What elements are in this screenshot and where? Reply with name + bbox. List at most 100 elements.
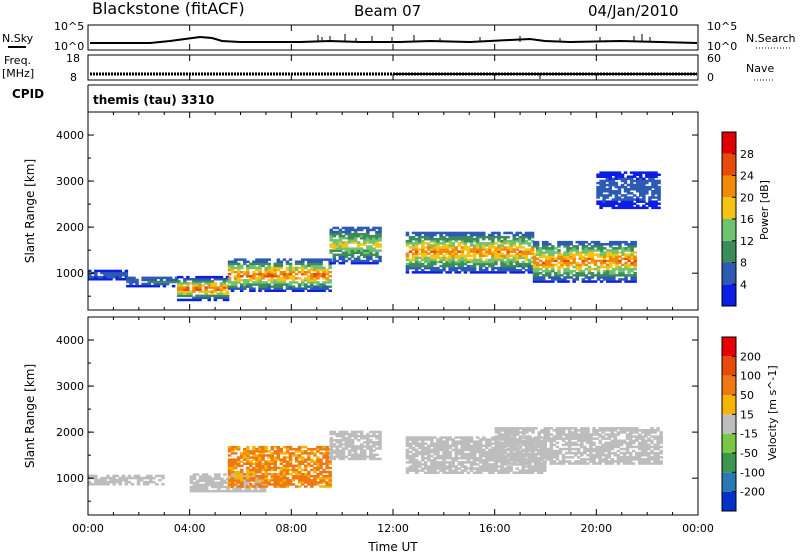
echo-cell — [378, 249, 382, 252]
echo-cell — [482, 459, 486, 462]
echo-cell — [433, 461, 437, 464]
echo-cell — [240, 287, 244, 290]
echo-cell — [485, 467, 489, 470]
echo-cell — [427, 446, 431, 450]
echo-cell — [158, 478, 162, 482]
cpid-value: themis (tau) 3310 — [93, 93, 214, 107]
echo-cell — [344, 455, 349, 459]
echo-cell — [494, 256, 498, 260]
echo-cell — [414, 252, 419, 255]
echo-cell — [478, 450, 483, 454]
echo-cell — [527, 231, 532, 235]
echo-cell — [329, 237, 333, 240]
echo-cell — [569, 253, 573, 256]
echo-cell — [301, 468, 305, 472]
echo-cell — [427, 233, 431, 237]
echo-cell — [240, 264, 244, 268]
echo-cell — [246, 260, 250, 263]
echo-cell — [548, 255, 552, 258]
echo-cell — [524, 240, 529, 243]
echo-cell — [332, 443, 336, 446]
date-label: 04/Jan/2010 — [588, 2, 679, 20]
echo-cell — [322, 287, 326, 290]
echo-cell — [273, 472, 277, 476]
echo-cell — [421, 452, 425, 456]
echo-cell — [635, 439, 639, 442]
echo-cell — [596, 200, 600, 203]
echo-cell — [282, 468, 287, 472]
echo-cell — [159, 276, 164, 280]
echo-cell — [551, 269, 555, 273]
echo-cell — [586, 429, 590, 432]
echo-cell — [642, 196, 646, 199]
echo-cell — [617, 204, 622, 208]
echo-cell — [316, 281, 320, 284]
echo-cell — [500, 433, 505, 436]
echo-cell — [494, 431, 499, 434]
echo-cell — [532, 263, 537, 267]
echo-cell — [653, 437, 657, 440]
echo-cell — [439, 258, 443, 262]
echo-cell — [482, 264, 486, 268]
echo-cell — [424, 450, 428, 454]
echo-cell — [463, 260, 468, 264]
echo-cell — [575, 274, 579, 277]
echo-cell — [408, 250, 413, 253]
echo-cell — [347, 441, 352, 444]
echo-cell — [478, 446, 483, 450]
echo-cell — [567, 445, 572, 449]
echo-cell — [103, 271, 107, 275]
echo-cell — [366, 455, 370, 459]
echo-cell — [276, 260, 281, 263]
echo-cell — [535, 278, 540, 281]
echo-cell — [177, 290, 181, 293]
echo-cell — [264, 470, 268, 474]
echo-cell — [436, 461, 440, 464]
echo-cell — [521, 469, 526, 472]
echo-cell — [604, 456, 608, 459]
echo-cell — [488, 271, 492, 274]
echo-cell — [613, 429, 618, 432]
echo-cell — [360, 449, 364, 452]
nsky-label: N.Sky — [2, 32, 34, 45]
echo-cell — [515, 463, 519, 466]
echo-cell — [482, 269, 486, 272]
echo-cell — [414, 469, 419, 472]
echo-cell — [595, 456, 599, 459]
echo-cell — [509, 231, 513, 235]
echo-cell — [112, 483, 116, 486]
echo-cell — [276, 285, 281, 288]
echo-cell — [258, 464, 262, 468]
echo-cell — [491, 235, 495, 239]
echo-cell — [558, 429, 563, 432]
echo-cell — [604, 454, 608, 457]
echo-cell — [338, 445, 343, 448]
echo-cell — [273, 266, 277, 270]
echo-cell — [347, 247, 352, 250]
echo-cell — [566, 240, 570, 244]
echo-cell — [482, 436, 486, 439]
echo-cell — [578, 269, 582, 273]
echo-cell — [463, 254, 468, 257]
echo-cell — [589, 433, 593, 436]
echo-cell — [615, 253, 619, 256]
echo-cell — [497, 266, 501, 270]
colorbar-segment — [722, 262, 736, 285]
echo-cell — [609, 255, 613, 258]
echo-cell — [417, 235, 422, 239]
echo-cell — [244, 475, 249, 478]
echo-cell — [513, 456, 517, 459]
echo-cell — [264, 468, 268, 472]
echo-cell — [341, 449, 346, 452]
echo-cell — [267, 466, 271, 470]
echo-cell — [602, 198, 606, 201]
echo-cell — [518, 254, 523, 257]
echo-cell — [360, 237, 364, 240]
echo-cell — [513, 460, 517, 463]
echo-cell — [610, 435, 615, 438]
echo-cell — [411, 436, 416, 439]
echo-cell — [301, 258, 305, 261]
echo-cell — [335, 249, 340, 252]
